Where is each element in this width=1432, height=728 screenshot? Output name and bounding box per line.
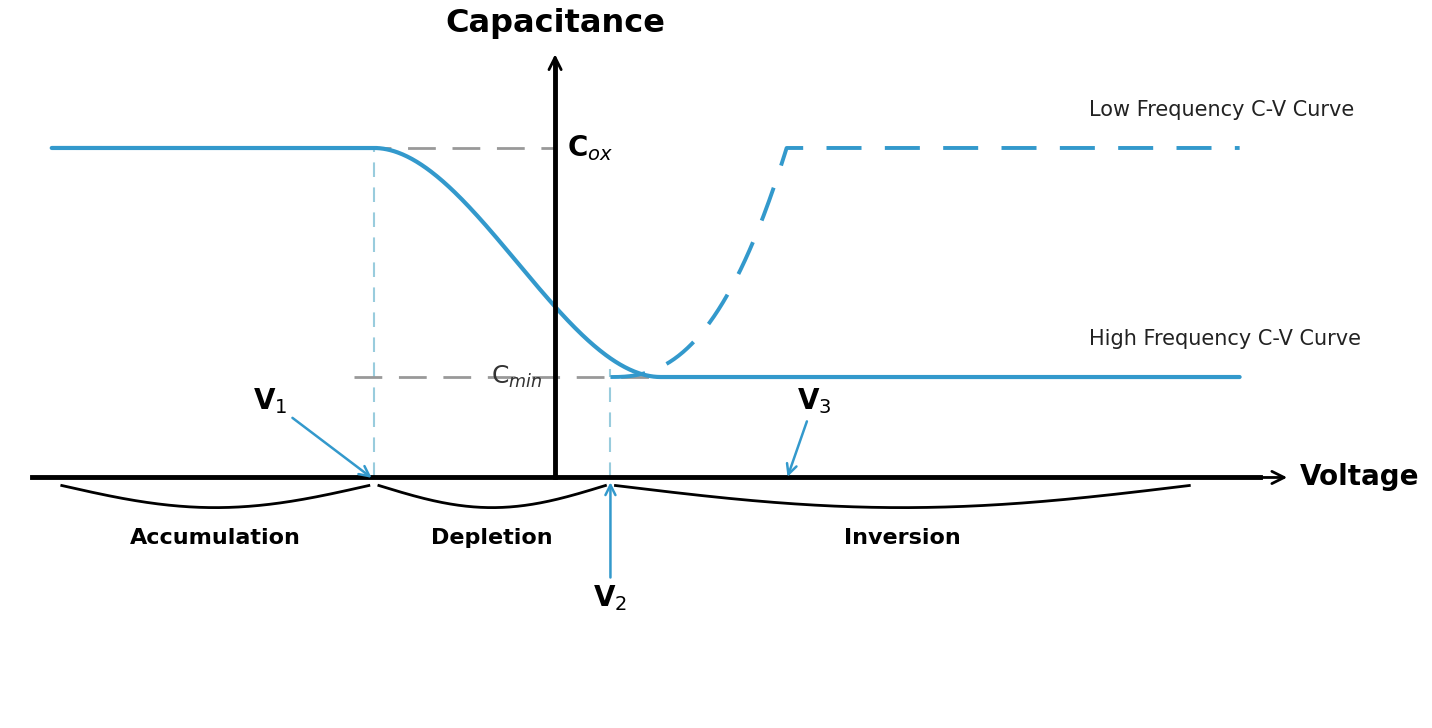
Text: C$_{ox}$: C$_{ox}$ [567,133,613,163]
Text: V$_1$: V$_1$ [253,386,369,476]
Text: V$_2$: V$_2$ [593,485,627,613]
Text: Capacitance: Capacitance [445,9,664,39]
Text: V$_3$: V$_3$ [788,386,832,474]
Text: High Frequency C-V Curve: High Frequency C-V Curve [1088,329,1360,349]
Text: Low Frequency C-V Curve: Low Frequency C-V Curve [1088,100,1353,120]
Text: Depletion: Depletion [431,528,553,547]
Text: Voltage: Voltage [1300,464,1419,491]
Text: Inversion: Inversion [843,528,961,547]
Text: C$_{min}$: C$_{min}$ [491,364,543,390]
Text: Accumulation: Accumulation [130,528,301,547]
